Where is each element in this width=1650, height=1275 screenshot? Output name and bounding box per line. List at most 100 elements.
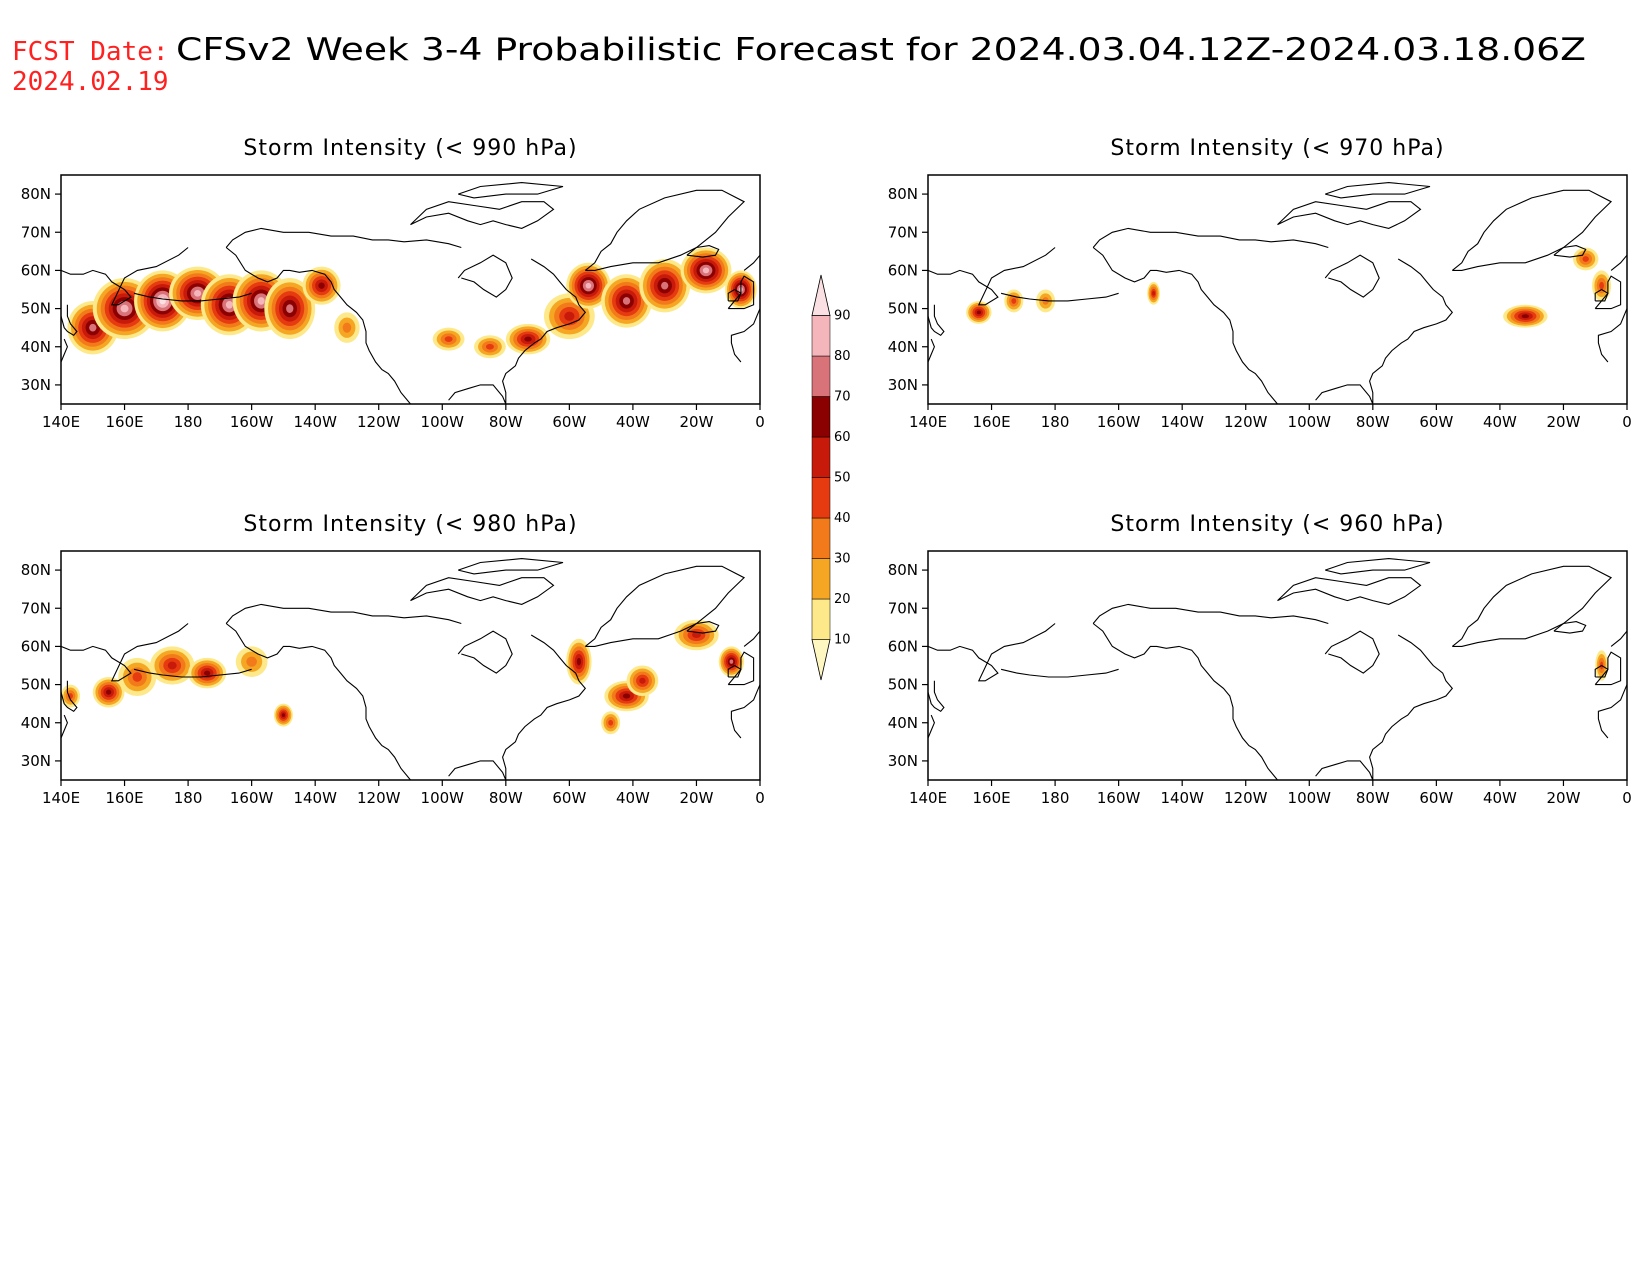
lon-tick-label: 160W <box>230 413 274 431</box>
coastline <box>61 623 189 682</box>
lat-tick-label: 40N <box>21 714 51 732</box>
coastline <box>928 338 935 363</box>
coastline <box>686 621 720 634</box>
coastline <box>1277 577 1422 605</box>
probability-contour <box>524 336 532 342</box>
probability-contour <box>661 281 669 290</box>
probability-contour <box>281 713 285 718</box>
lon-tick-label: 140E <box>909 413 947 431</box>
map-panel-p990: Storm Intensity (< 990 hPa) 140E 160E 180 16… <box>21 136 765 431</box>
colorbar-segment <box>811 274 831 316</box>
colorbar-segment <box>811 477 831 519</box>
lon-tick-label: 160E <box>972 413 1010 431</box>
lat-tick-label: 50N <box>888 300 918 318</box>
probability-contour <box>564 311 575 321</box>
coastline <box>1092 623 1278 780</box>
coastline <box>928 680 945 713</box>
lat-tick-label: 40N <box>888 338 918 356</box>
lon-tick-label: 0 <box>755 413 765 431</box>
coastline <box>61 247 189 306</box>
probability-contour <box>132 672 143 682</box>
coastline <box>1610 630 1627 647</box>
probability-contour <box>120 304 129 313</box>
coastline <box>448 634 587 780</box>
panel-title: Storm Intensity (< 980 hPa) <box>243 512 577 537</box>
probability-contour <box>485 343 494 350</box>
colorbar-label: 80 <box>834 349 851 364</box>
map-frame <box>60 174 761 405</box>
colorbar-label: 50 <box>834 471 851 486</box>
coastline <box>1594 664 1609 678</box>
lon-tick-label: 60W <box>552 789 586 807</box>
lon-tick-label: 0 <box>1622 789 1632 807</box>
lat-tick-label: 80N <box>888 185 918 203</box>
lon-tick-label: 120W <box>1224 413 1268 431</box>
lon-tick-label: 140W <box>293 413 337 431</box>
lon-tick-label: 40W <box>1483 789 1517 807</box>
coastline <box>61 338 68 363</box>
lat-tick-label: 30N <box>888 752 918 770</box>
map-frame <box>60 550 761 781</box>
probability-contour <box>106 689 112 695</box>
coastline <box>1451 565 1613 647</box>
lon-tick-label: 60W <box>552 413 586 431</box>
lon-tick-label: 100W <box>1288 789 1332 807</box>
probability-contour <box>444 336 453 342</box>
lon-tick-label: 160E <box>972 789 1010 807</box>
lon-tick-label: 120W <box>1224 789 1268 807</box>
lon-tick-label: 180 <box>174 413 203 431</box>
probability-contour <box>1599 281 1604 290</box>
lon-tick-label: 80W <box>489 789 523 807</box>
coastline <box>61 680 78 713</box>
coastline <box>410 201 555 229</box>
probability-contour <box>225 300 233 309</box>
coastline <box>928 304 945 337</box>
coastline <box>743 254 760 271</box>
coastline <box>727 664 742 678</box>
lon-tick-label: 160W <box>1097 413 1141 431</box>
coastline <box>1092 603 1329 625</box>
colorbar-label: 40 <box>834 511 851 526</box>
coastline <box>225 623 411 780</box>
probability-contour <box>1011 298 1017 304</box>
lat-tick-label: 80N <box>21 185 51 203</box>
coastline <box>225 227 462 249</box>
colorbar-segment <box>811 639 831 681</box>
probability-contour <box>576 657 582 666</box>
lon-tick-label: 180 <box>1041 413 1070 431</box>
coastline <box>1594 275 1622 310</box>
probability-contour <box>257 297 265 305</box>
colorbar-label: 20 <box>834 592 851 607</box>
lon-tick-label: 80W <box>1356 789 1390 807</box>
lat-tick-label: 40N <box>888 714 918 732</box>
colorbar-segment <box>811 436 831 478</box>
colorbar-segment <box>811 558 831 600</box>
colorbar-label: 60 <box>834 430 851 445</box>
lon-tick-label: 20W <box>1546 789 1580 807</box>
coastline <box>410 577 555 605</box>
coastline <box>133 668 252 678</box>
colorbar-segment <box>811 355 831 397</box>
coastline <box>1594 288 1609 302</box>
lon-tick-label: 140W <box>1160 789 1204 807</box>
lon-tick-label: 80W <box>489 413 523 431</box>
coastline <box>448 258 587 404</box>
lat-tick-label: 80N <box>21 561 51 579</box>
coastline <box>61 304 78 337</box>
coastline <box>1324 630 1380 674</box>
coastline <box>1597 684 1627 739</box>
colorbar: 10 20 30 40 50 60 70 80 90 <box>811 274 851 681</box>
probability-contour <box>89 323 97 332</box>
coastline <box>730 308 760 363</box>
coastline <box>1325 558 1431 575</box>
probability-contour <box>622 693 631 699</box>
lat-tick-label: 70N <box>888 599 918 617</box>
panel-title: Storm Intensity (< 970 hPa) <box>1110 136 1444 161</box>
colorbar-label: 90 <box>834 309 851 324</box>
lon-tick-label: 120W <box>357 413 401 431</box>
probability-contour <box>608 719 614 726</box>
coastline <box>584 565 746 647</box>
lat-tick-label: 70N <box>21 599 51 617</box>
probability-contour <box>1152 291 1156 296</box>
